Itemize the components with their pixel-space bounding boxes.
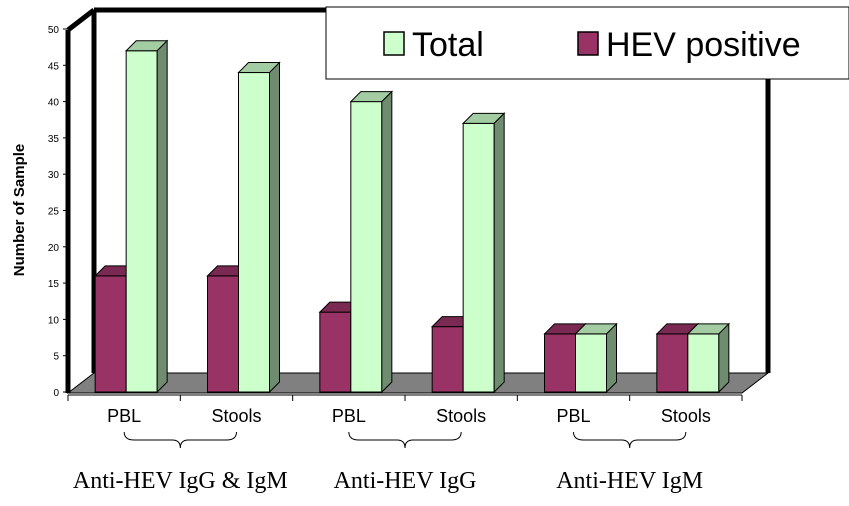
y-tick-label: 10 [48, 315, 60, 326]
y-tick-label: 15 [48, 279, 60, 290]
legend: Total HEV positive [325, 6, 849, 80]
bar-total [124, 39, 169, 394]
bar-total [461, 112, 506, 394]
bar-total [349, 90, 394, 394]
y-tick-label: 50 [48, 25, 60, 36]
group-label: Anti-HEV IgG & IgM [73, 468, 288, 494]
x-category-label: Stools [211, 406, 261, 426]
bar-total [686, 322, 731, 394]
x-category-label: Stools [661, 406, 711, 426]
x-category-label: PBL [107, 406, 141, 426]
group-label: Anti-HEV IgM [556, 468, 703, 494]
x-category-label: PBL [332, 406, 366, 426]
group-bracket [123, 431, 237, 449]
y-tick-label: 35 [48, 134, 60, 145]
side-wall-diagonal [66, 8, 96, 32]
x-category-label: Stools [436, 406, 486, 426]
group-bracket [348, 431, 462, 449]
bars [93, 39, 731, 394]
x-axis: PBL Stools PBL Stools PBL Stools [67, 394, 743, 426]
y-axis-label: Number of Sample [11, 144, 28, 277]
legend-label-total: Total [412, 26, 484, 64]
bar-total [574, 322, 618, 394]
legend-label-hev-positive: HEV positive [606, 26, 801, 64]
y-tick-label: 20 [48, 243, 60, 254]
x-category-label: PBL [556, 406, 590, 426]
y-tick-label: 40 [48, 98, 60, 109]
legend-swatch-total [383, 31, 405, 56]
y-tick-label: 45 [48, 61, 60, 72]
bar-total [237, 61, 281, 394]
y-tick-label: 0 [53, 388, 59, 399]
group-label: Anti-HEV IgG [334, 468, 477, 494]
group-bracket [573, 431, 687, 449]
group-brackets: Anti-HEV IgG & IgM Anti-HEV IgG Anti-HEV I… [73, 431, 703, 494]
legend-swatch-hev-positive [577, 31, 599, 56]
y-tick-label: 5 [53, 352, 59, 363]
y-tick-label: 30 [48, 170, 60, 181]
y-tick-label: 25 [48, 207, 60, 218]
y-axis: 0 5 10 15 20 25 30 35 40 45 50 [48, 25, 68, 399]
